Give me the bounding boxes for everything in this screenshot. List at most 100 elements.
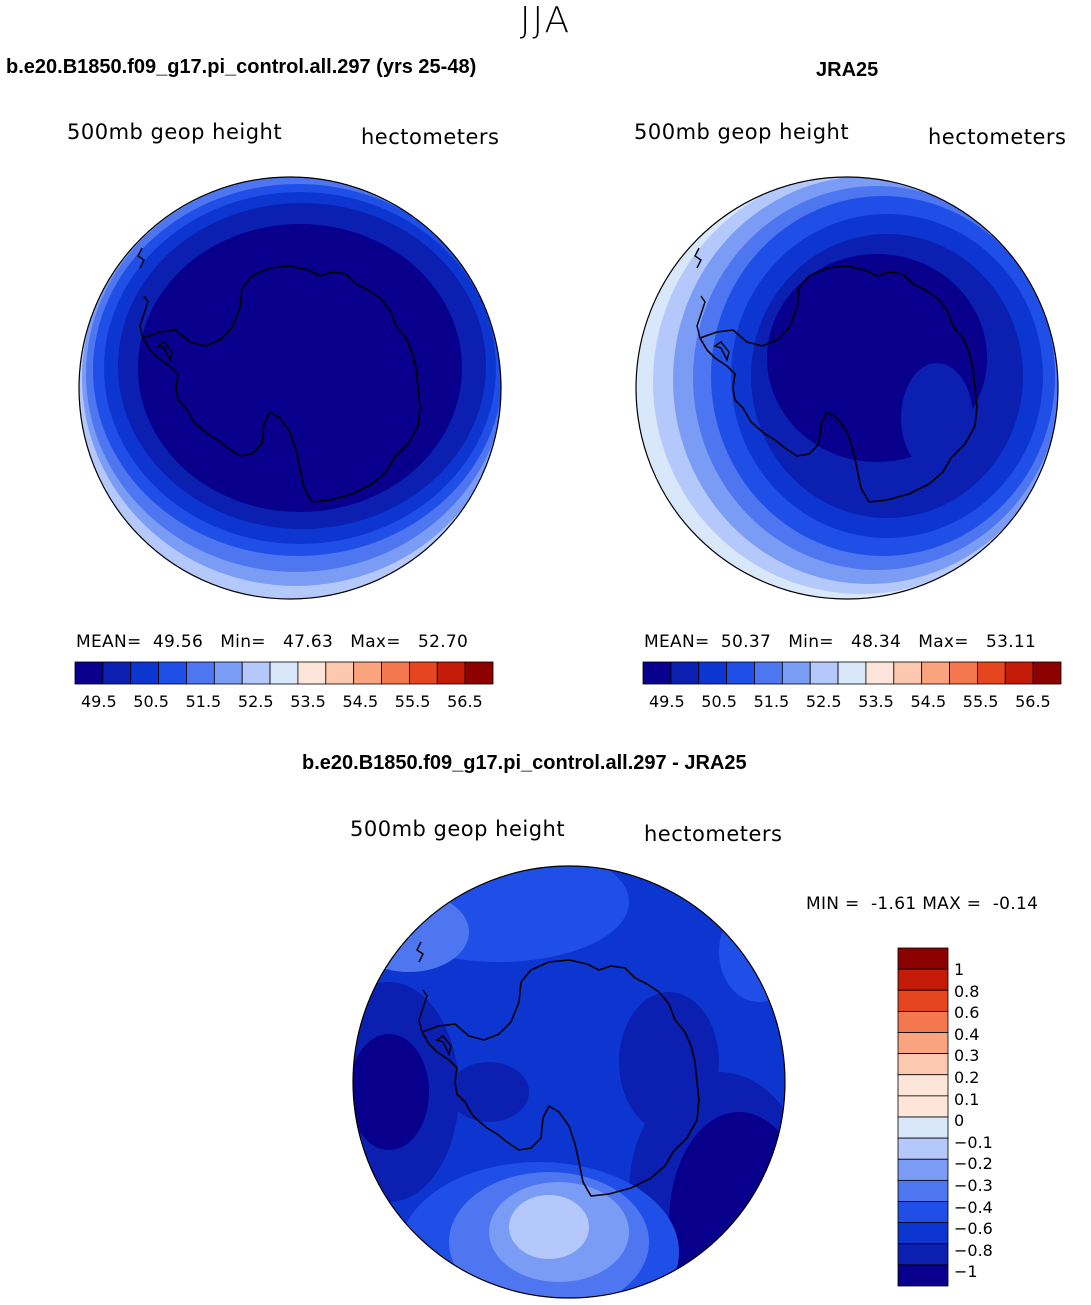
cbar3-box-10 [897, 1158, 949, 1181]
cbar1-box-5 [213, 661, 243, 685]
map1-coastline [142, 265, 421, 503]
map1-fields [79, 177, 501, 599]
map2-coastline [699, 265, 978, 503]
panel1-colorbar-tick: 50.5 [133, 692, 169, 711]
panel3-colorbar [897, 947, 949, 1287]
panel1-colorbar-tick: 55.5 [394, 692, 431, 711]
panel3-colorbar-tick: 0.4 [954, 1024, 980, 1044]
panel2-colorbar-tick: 56.5 [1015, 692, 1051, 711]
panel3-colorbar-tick: −0.2 [954, 1154, 993, 1174]
cbar3-box-8 [897, 1116, 949, 1139]
cbar1-box-6 [241, 661, 271, 685]
panel1-colorbar-tick: 51.5 [185, 692, 222, 711]
cbar2-box-5 [781, 661, 811, 685]
panel1-map [78, 176, 502, 600]
cbar1-box-0 [74, 661, 104, 685]
panel2-colorbar-tick: 53.5 [858, 692, 894, 711]
panel2-title: JRA25 [816, 59, 879, 81]
cbar3-box-0 [897, 947, 949, 970]
panel3-variable-label: 500mb geop height [350, 817, 566, 841]
cbar2-box-2 [698, 661, 728, 685]
cbar3-box-15 [897, 1264, 949, 1287]
cbar3-box-13 [897, 1222, 949, 1245]
panel3-colorbar-tick: 0 [954, 1111, 965, 1131]
cbar2-box-0 [642, 661, 672, 685]
panel3-colorbar-tick: −0.8 [954, 1240, 993, 1260]
panel3-colorbar-tick: −0.4 [954, 1197, 993, 1217]
panel1-variable-label: 500mb geop height [67, 120, 283, 144]
map3-center-blob [449, 1062, 529, 1122]
panel1-units-label: hectometers [361, 125, 500, 149]
cbar3-box-3 [897, 1010, 949, 1033]
map3-west-core [353, 1034, 429, 1150]
panel2-mean: MEAN= 50.37 Min= 48.34 Max= 53.11 [644, 632, 1037, 652]
panel3-title: b.e20.B1850.f09_g17.pi_control.all.297 -… [302, 752, 747, 774]
panel3-colorbar-tick: 0.2 [954, 1068, 980, 1087]
panel1-colorbar-tick: 52.5 [237, 692, 274, 711]
panel1-colorbar-tick: 56.5 [447, 692, 483, 711]
panel3-colorbar-tick: −0.6 [954, 1219, 993, 1239]
cbar2-box-10 [921, 661, 950, 685]
cbar3-box-7 [897, 1095, 949, 1118]
cbar1-box-1 [102, 661, 132, 685]
map3-boundary [352, 865, 786, 1299]
panel1-mean: MEAN= 49.56 Min= 47.63 Max= 52.70 [76, 632, 469, 652]
panel3-colorbar-tick: −0.3 [954, 1176, 993, 1195]
cbar1-box-12 [408, 661, 438, 685]
cbar2-box-6 [809, 661, 839, 685]
panel1-colorbar-tick: 53.5 [290, 692, 326, 711]
panel1-colorbar-tick: 49.5 [81, 692, 117, 711]
cbar2-box-9 [893, 661, 923, 685]
panel1-colorbar [74, 661, 494, 685]
panel2-colorbar-tick: 55.5 [962, 692, 999, 711]
panel2-colorbar-tick: 51.5 [753, 692, 790, 711]
panel2-map [635, 176, 1059, 600]
panel3-minmax: MIN = -1.61 MAX = -0.14 [806, 894, 1039, 914]
cbar1-box-3 [158, 661, 187, 685]
cbar3-box-4 [897, 1032, 949, 1055]
cbar2-box-1 [670, 661, 700, 685]
panel3-colorbar-tick: −1 [954, 1262, 978, 1282]
cbar2-box-11 [949, 661, 978, 685]
cbar3-box-14 [897, 1243, 949, 1266]
panel1-colorbar-tick: 54.5 [342, 692, 379, 711]
panel3-colorbar-tick: 0.1 [954, 1089, 980, 1109]
cbar1-box-11 [381, 661, 410, 685]
panel2-colorbar [642, 661, 1062, 685]
map2-boundary [635, 176, 1059, 600]
cbar3-box-5 [897, 1053, 949, 1076]
cbar3-box-9 [897, 1137, 949, 1160]
cbar3-box-1 [897, 968, 949, 991]
panel2-colorbar-tick: 52.5 [805, 692, 842, 711]
cbar1-box-9 [325, 661, 355, 685]
cbar2-box-14 [1032, 661, 1062, 685]
map2-fields [636, 177, 1058, 599]
cbar3-box-2 [897, 989, 949, 1012]
panel2-units-label: hectometers [928, 125, 1067, 149]
cbar1-box-13 [436, 661, 466, 685]
map2-peninsula [694, 247, 730, 363]
map3-south-core [509, 1195, 589, 1259]
cbar2-box-8 [865, 661, 895, 685]
cbar3-box-6 [897, 1074, 949, 1097]
panel3-colorbar-tick: −0.1 [954, 1132, 993, 1152]
panel2-colorbar-tick: 50.5 [701, 692, 737, 711]
map3-peninsula [416, 941, 452, 1057]
panel2-colorbar-tick: 54.5 [910, 692, 947, 711]
cbar1-box-10 [353, 661, 382, 685]
panel1-title: b.e20.B1850.f09_g17.pi_control.all.297 (… [6, 56, 477, 78]
cbar1-box-8 [297, 661, 327, 685]
cbar2-box-3 [726, 661, 755, 685]
map1-boundary [78, 176, 502, 600]
map3-coastline [421, 959, 700, 1197]
map3-nw-blob [353, 892, 469, 972]
panel3-colorbar-tick: 1 [954, 960, 965, 979]
map2-inner-blob [901, 363, 973, 473]
map1-peninsula [137, 247, 173, 363]
cbar3-box-12 [897, 1201, 949, 1224]
map3-fields [353, 866, 785, 1298]
panel2-variable-label: 500mb geop height [634, 120, 850, 144]
panel2-colorbar-tick: 49.5 [649, 692, 685, 711]
cbar1-box-2 [130, 661, 160, 685]
panel3-colorbar-tick: 0.3 [954, 1046, 980, 1066]
